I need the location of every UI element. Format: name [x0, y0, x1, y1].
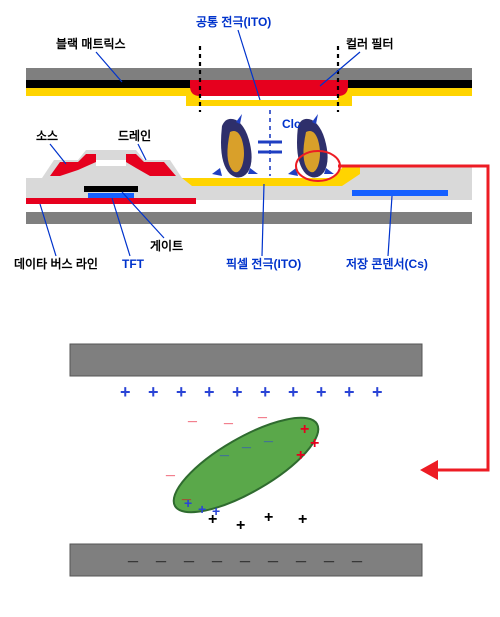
svg-text:+: + — [288, 382, 299, 402]
svg-text:+: + — [236, 517, 245, 534]
data-bus-line — [26, 198, 196, 204]
svg-text:+: + — [184, 495, 192, 511]
lower-detail-panel: +++ +++ +++ + ___ __ +++ ___ +++ ++ ++ — [70, 344, 422, 576]
svg-text:_: _ — [263, 427, 274, 444]
upper-cross-section — [26, 46, 472, 224]
svg-text:+: + — [232, 382, 243, 402]
bottom-minus-row: _ _ _ _ _ _ _ _ _ — [127, 544, 363, 564]
top-plus-row: + + + + + + + + + + — [120, 382, 383, 402]
svg-text:_: _ — [187, 407, 198, 424]
gate-electrode — [84, 186, 138, 192]
svg-text:_: _ — [295, 544, 307, 564]
svg-text:_: _ — [165, 461, 176, 478]
black-plus-row: + + + + — [208, 509, 307, 534]
svg-text:+: + — [298, 511, 307, 528]
bottom-glass — [26, 212, 472, 224]
black-matrix-right — [338, 80, 472, 88]
svg-text:_: _ — [267, 544, 279, 564]
tft-lcd-diagram: 블랙 매트릭스 공통 전극(ITO) 컬러 필터 Clc 소스 드레인 데이타 … — [0, 0, 500, 617]
svg-text:+: + — [300, 421, 309, 438]
svg-text:+: + — [310, 435, 319, 452]
tft-channel-slot — [96, 160, 126, 166]
label-source: 소스 — [36, 129, 58, 143]
svg-text:_: _ — [323, 544, 335, 564]
label-clc: Clc — [282, 117, 301, 131]
svg-text:+: + — [148, 382, 159, 402]
svg-text:_: _ — [211, 544, 223, 564]
svg-text:_: _ — [155, 544, 167, 564]
label-pixel-electrode: 픽셀 전극(ITO) — [226, 256, 301, 271]
svg-text:_: _ — [219, 441, 230, 458]
label-black-matrix: 블랙 매트릭스 — [56, 36, 126, 51]
ito-under-bm-left — [26, 88, 200, 96]
label-common-electrode: 공통 전극(ITO) — [196, 14, 271, 29]
svg-text:+: + — [260, 382, 271, 402]
lc-molecule-left — [212, 114, 258, 178]
label-gate: 게이트 — [150, 238, 183, 253]
labels-top: 블랙 매트릭스 공통 전극(ITO) 컬러 필터 Clc 소스 드레인 데이타 … — [14, 14, 428, 271]
svg-text:+: + — [296, 447, 305, 464]
svg-text:_: _ — [223, 409, 234, 426]
detail-top-electrode — [70, 344, 422, 376]
svg-text:+: + — [176, 382, 187, 402]
svg-text:+: + — [120, 382, 131, 402]
label-drain: 드레인 — [118, 128, 151, 143]
svg-text:+: + — [372, 382, 383, 402]
svg-text:+: + — [316, 382, 327, 402]
svg-text:+: + — [204, 382, 215, 402]
black-matrix-left — [26, 80, 200, 88]
svg-text:+: + — [344, 382, 355, 402]
svg-text:_: _ — [127, 544, 139, 564]
label-color-filter: 컬러 필터 — [346, 36, 394, 51]
label-tft: TFT — [122, 257, 145, 271]
storage-capacitor — [352, 190, 448, 196]
svg-text:+: + — [264, 509, 273, 526]
svg-text:_: _ — [239, 544, 251, 564]
svg-text:_: _ — [183, 544, 195, 564]
svg-text:_: _ — [257, 403, 268, 420]
label-data-bus: 데이타 버스 라인 — [14, 256, 98, 271]
svg-text:+: + — [208, 511, 217, 528]
label-storage-cap: 저장 콘덴서(Cs) — [346, 256, 428, 271]
ito-under-bm-right — [338, 88, 472, 96]
common-electrode-ito — [186, 96, 352, 106]
svg-text:_: _ — [241, 433, 252, 450]
top-glass — [26, 68, 472, 80]
svg-text:_: _ — [351, 544, 363, 564]
svg-text:+: + — [198, 501, 206, 517]
